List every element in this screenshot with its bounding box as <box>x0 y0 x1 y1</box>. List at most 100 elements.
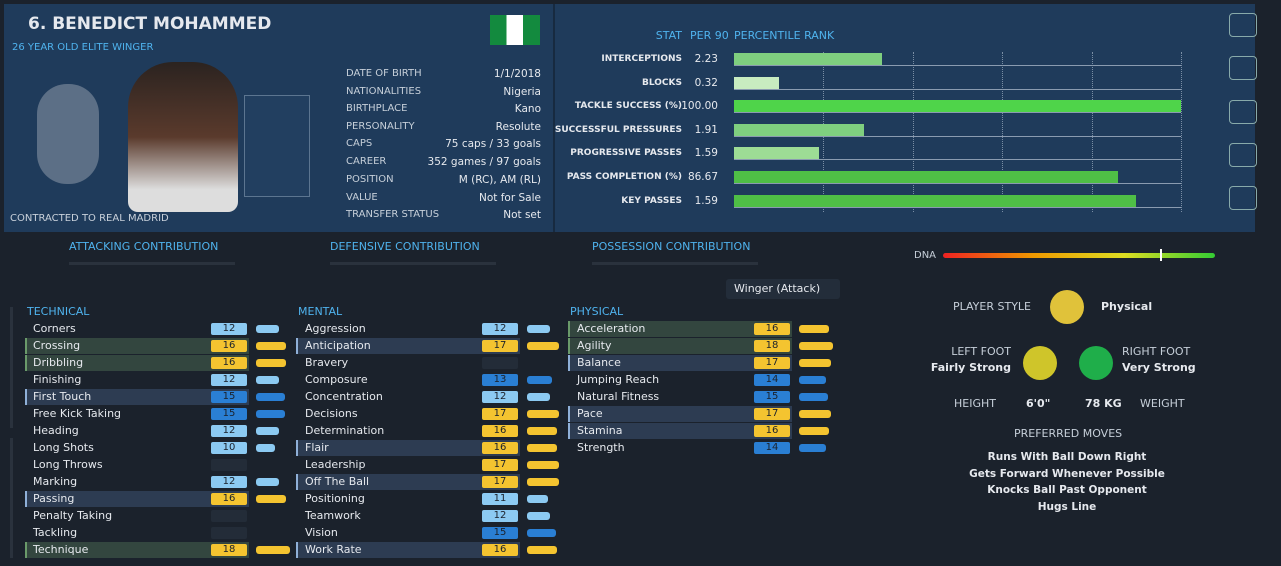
attribute-value: 15 <box>754 391 790 403</box>
attribute-name: Work Rate <box>305 543 362 556</box>
attribute-name: Tackling <box>33 526 78 539</box>
contract: CONTRACTED TO REAL MADRID <box>10 213 169 224</box>
row-highlight <box>25 355 249 371</box>
attribute-name: Anticipation <box>305 339 371 352</box>
attribute-name: Long Shots <box>33 441 94 454</box>
flag <box>490 15 540 45</box>
attribute-name: Corners <box>33 322 76 335</box>
attribute-name: Leadership <box>305 458 366 471</box>
player-subtitle: 26 YEAR OLD ELITE WINGER <box>12 42 154 53</box>
attribute-bar <box>256 444 275 452</box>
attribute-bar <box>527 512 550 520</box>
grid-line <box>1181 52 1182 212</box>
info-value: M (RC), AM (RL) <box>458 174 541 186</box>
attribute-bar <box>799 427 830 435</box>
info-value: Resolute <box>495 121 541 133</box>
attribute-name: Concentration <box>305 390 383 403</box>
per90: 2.23 <box>694 53 718 65</box>
row-highlight <box>25 389 249 405</box>
row-highlight <box>296 474 520 490</box>
attribute-bar <box>527 342 560 350</box>
stat-name: PASS COMPLETION (%) <box>566 172 682 182</box>
attribute-name: Off The Ball <box>305 475 370 488</box>
profile-label: RIGHT FOOT <box>1122 345 1191 358</box>
action-button[interactable] <box>1229 56 1257 80</box>
bar-track <box>734 65 1181 66</box>
attribute-bar <box>256 376 279 384</box>
stat-name: SUCCESSFUL PRESSURES <box>554 125 682 135</box>
preferred-move: Runs With Ball Down Right <box>987 451 1147 463</box>
pitch <box>244 95 310 197</box>
stat-name: BLOCKS <box>642 78 682 88</box>
attribute-name: Stamina <box>577 424 623 437</box>
player-name: 6. BENEDICT MOHAMMED <box>28 14 272 34</box>
attribute-value: 15 <box>211 408 247 420</box>
attribute-name: Teamwork <box>305 509 361 522</box>
role-dropdown[interactable] <box>726 279 840 299</box>
attribute-value: 10 <box>211 442 247 454</box>
row-highlight <box>568 321 792 337</box>
grid-line <box>1002 52 1004 212</box>
per90: 1.59 <box>694 147 718 159</box>
action-button[interactable] <box>1229 143 1257 167</box>
attribute-bar <box>527 461 560 469</box>
info-value: 352 games / 97 goals <box>427 156 541 168</box>
info-value: Kano <box>514 103 541 115</box>
stat-name: PROGRESSIVE PASSES <box>570 148 682 158</box>
attribute-name: Jumping Reach <box>577 373 660 386</box>
attribute-name: Long Throws <box>33 458 103 471</box>
row-highlight <box>296 440 520 456</box>
preferred-move: Hugs Line <box>1037 500 1097 513</box>
attribute-bar <box>256 325 279 333</box>
attribute-value: 16 <box>211 493 247 505</box>
row-highlight <box>568 406 792 422</box>
club-badge <box>37 84 99 184</box>
profile-label: WEIGHT <box>1140 397 1185 410</box>
attribute-value: 16 <box>211 357 247 369</box>
row-highlight <box>25 338 249 354</box>
info-label: TRANSFER STATUS <box>346 209 440 220</box>
attribute-value: 14 <box>754 374 790 386</box>
section-title: DEFENSIVE CONTRIBUTION <box>330 240 480 253</box>
per90: 86.67 <box>687 171 718 183</box>
profile-value: Physical <box>1101 300 1153 313</box>
attribute-bar <box>256 393 285 401</box>
row-highlight <box>568 423 792 439</box>
attribute-value: 17 <box>482 459 518 471</box>
row-highlight <box>25 491 249 507</box>
attribute-bar <box>527 478 560 486</box>
action-button[interactable] <box>1229 186 1257 210</box>
attribute-bar <box>527 427 558 435</box>
attribute-value: 12 <box>482 391 518 403</box>
attribute-name: Crossing <box>33 339 81 352</box>
percentile-bar <box>734 53 882 65</box>
per90: 1.59 <box>694 195 718 207</box>
dna-bar <box>943 253 1215 258</box>
action-button[interactable] <box>1229 13 1257 37</box>
bar-track <box>734 89 1181 90</box>
attribute-name: Natural Fitness <box>577 390 660 403</box>
attribute-name: Heading <box>33 424 79 437</box>
bar-track <box>734 112 1181 113</box>
attribute-bar <box>256 410 285 418</box>
info-value: 1/1/2018 <box>493 68 541 80</box>
attribute-name: Technique <box>33 543 89 556</box>
attribute-value: 15 <box>482 527 518 539</box>
info-label: DATE OF BIRTH <box>346 68 422 79</box>
attribute-name: Dribbling <box>33 356 84 369</box>
action-button[interactable] <box>1229 100 1257 124</box>
group-rail <box>10 307 13 428</box>
role-label: Winger (Attack) <box>734 282 821 295</box>
attribute-name: Bravery <box>305 356 349 369</box>
profile-label: HEIGHT <box>954 397 996 410</box>
stat-name: TACKLE SUCCESS (%) <box>574 101 682 111</box>
percentile-bar <box>734 100 1181 112</box>
info-value: Not set <box>503 209 541 221</box>
left-foot-icon <box>1023 346 1057 380</box>
stat-name: KEY PASSES <box>621 196 682 206</box>
attribute-value: 12 <box>211 323 247 335</box>
attribute-name: Acceleration <box>577 322 646 335</box>
info-value: Not for Sale <box>479 192 541 204</box>
bar-track <box>734 207 1181 208</box>
